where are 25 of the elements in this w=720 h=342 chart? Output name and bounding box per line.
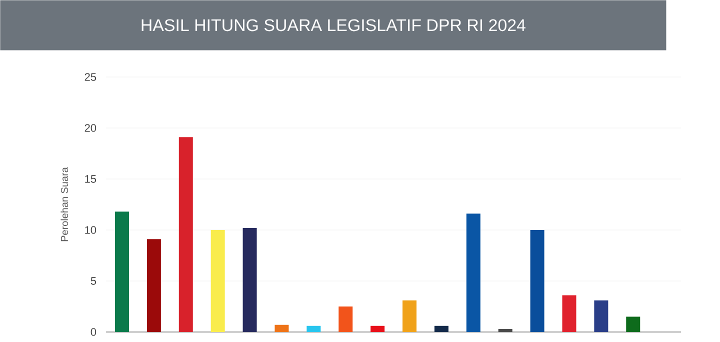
bar: [146, 239, 161, 332]
bar: [594, 300, 608, 332]
bar: [210, 230, 225, 332]
bar: [242, 228, 257, 332]
bar: [370, 326, 385, 332]
y-tick-label: 25: [84, 73, 96, 81]
y-tick-label: 5: [90, 277, 96, 285]
bar: [530, 230, 544, 332]
bar: [402, 300, 417, 332]
y-tick-label: 10: [85, 226, 96, 234]
bar: [306, 326, 321, 332]
y-tick-label: 20: [84, 124, 96, 132]
bar: [115, 212, 130, 332]
y-axis-title: Perolehan Suara: [60, 167, 68, 242]
bar: [338, 306, 353, 332]
bar: [274, 324, 289, 332]
bar: [562, 295, 576, 332]
bar: [498, 328, 512, 332]
bar: [178, 137, 193, 332]
bar: [466, 214, 480, 332]
chart-title: HASIL HITUNG SUARA LEGISLATIF DPR RI 2024: [142, 19, 526, 32]
y-tick-label: 15: [85, 175, 96, 183]
bar: [626, 316, 640, 332]
y-tick-label: 0: [90, 328, 96, 336]
bar: [434, 326, 448, 332]
